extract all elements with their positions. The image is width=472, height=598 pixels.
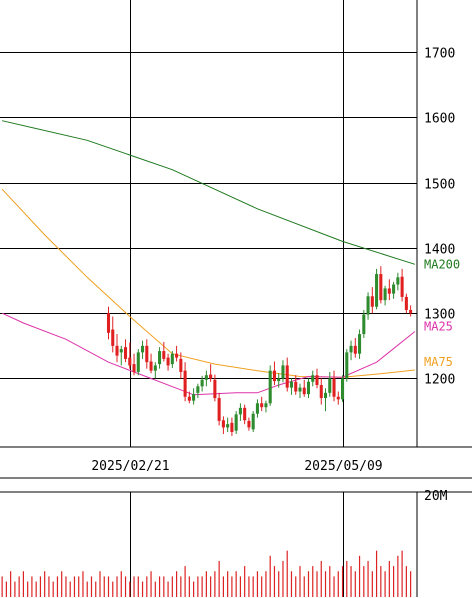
candle-body: [238, 407, 242, 415]
candle-body: [209, 374, 213, 379]
candle-body: [179, 358, 183, 372]
candle-body: [289, 381, 294, 388]
candle-body: [311, 375, 315, 382]
candle-body: [323, 392, 328, 399]
candle-body: [383, 288, 387, 301]
moving-average-lines: [1, 120, 416, 396]
candle-body: [132, 364, 136, 372]
candle-body: [272, 370, 276, 382]
date-tick-label-1: 2025/05/09: [304, 459, 382, 474]
volume-bars: [1, 550, 412, 597]
candle-body: [213, 379, 217, 399]
candle-body: [149, 361, 153, 371]
candle-body: [319, 385, 323, 399]
candle-body: [183, 370, 187, 397]
candle-body: [277, 378, 281, 382]
candle-body: [158, 351, 162, 365]
axis-labels: 1200 1300 1400 1500 1600 1700 2025/02/21 2025/0…: [91, 47, 460, 505]
date-tick-label-0: 2025/02/21: [91, 459, 169, 474]
candle-body: [106, 313, 111, 333]
candle-body: [332, 378, 336, 397]
candle-body: [285, 365, 289, 388]
candle-body: [175, 353, 179, 358]
candle-body: [145, 345, 149, 363]
ma200-line: [1, 120, 416, 265]
candle-body: [387, 288, 391, 294]
price-tick-label-1600: 1600: [424, 112, 455, 127]
candle-body: [234, 414, 238, 431]
candle-body: [379, 274, 383, 301]
candle-body: [375, 274, 379, 307]
candle-body: [200, 379, 204, 387]
candle-body: [136, 352, 140, 372]
candle-body: [392, 284, 396, 294]
price-tick-label-1400: 1400: [424, 243, 455, 258]
candlestick-series: [106, 266, 413, 436]
candle-body: [315, 375, 319, 386]
candle-body: [221, 420, 225, 428]
price-tick-label-1500: 1500: [424, 178, 455, 193]
candle-body: [358, 334, 362, 354]
candle-body: [302, 387, 306, 395]
candle-body: [170, 353, 174, 365]
price-tick-label-1700: 1700: [424, 47, 455, 62]
candle-body: [128, 357, 132, 366]
price-tick-label-1300: 1300: [424, 308, 455, 323]
candle-body: [366, 296, 370, 315]
candle-body: [251, 413, 255, 430]
candle-body: [247, 420, 251, 428]
candle-body: [298, 387, 302, 392]
candle-body: [243, 407, 247, 421]
ma25-label: MA25: [424, 319, 453, 333]
candle-body: [404, 296, 408, 310]
candle-body: [294, 381, 298, 392]
candle-body: [196, 386, 200, 393]
candle-body: [230, 422, 234, 432]
candle-body: [336, 396, 340, 400]
candle-body: [119, 349, 123, 353]
candle-body: [255, 403, 259, 414]
candle-body: [370, 296, 374, 307]
ma75-line: [1, 188, 415, 378]
candle-body: [345, 352, 349, 379]
candle-body: [281, 365, 285, 379]
ma25-line: [1, 312, 416, 396]
candle-body: [217, 398, 221, 421]
candle-body: [123, 347, 128, 359]
candle-body: [111, 329, 115, 346]
candle-body: [268, 370, 272, 404]
candle-body: [341, 378, 345, 400]
candle-body: [162, 351, 166, 359]
candle-body: [306, 381, 311, 395]
candle-body: [400, 276, 404, 297]
candle-body: [187, 396, 191, 401]
candle-body: [192, 394, 196, 401]
candle-body: [166, 357, 170, 366]
candle-body: [353, 345, 357, 354]
candle-body: [396, 277, 400, 285]
candle-body: [349, 345, 353, 353]
candle-body: [409, 309, 413, 314]
volume-tick-label-20: 20M: [424, 489, 448, 504]
candle-body: [264, 403, 268, 408]
candle-body: [141, 345, 145, 353]
candle-body: [260, 403, 264, 408]
ma200-label: MA200: [424, 257, 460, 271]
candle-body: [328, 378, 332, 393]
ma75-label: MA75: [424, 355, 453, 369]
candle-body: [204, 375, 208, 380]
candle-body: [115, 345, 119, 356]
price-tick-label-1200: 1200: [424, 373, 455, 388]
candle-body: [153, 365, 157, 371]
candle-body: [226, 424, 230, 428]
candle-body: [362, 314, 366, 335]
